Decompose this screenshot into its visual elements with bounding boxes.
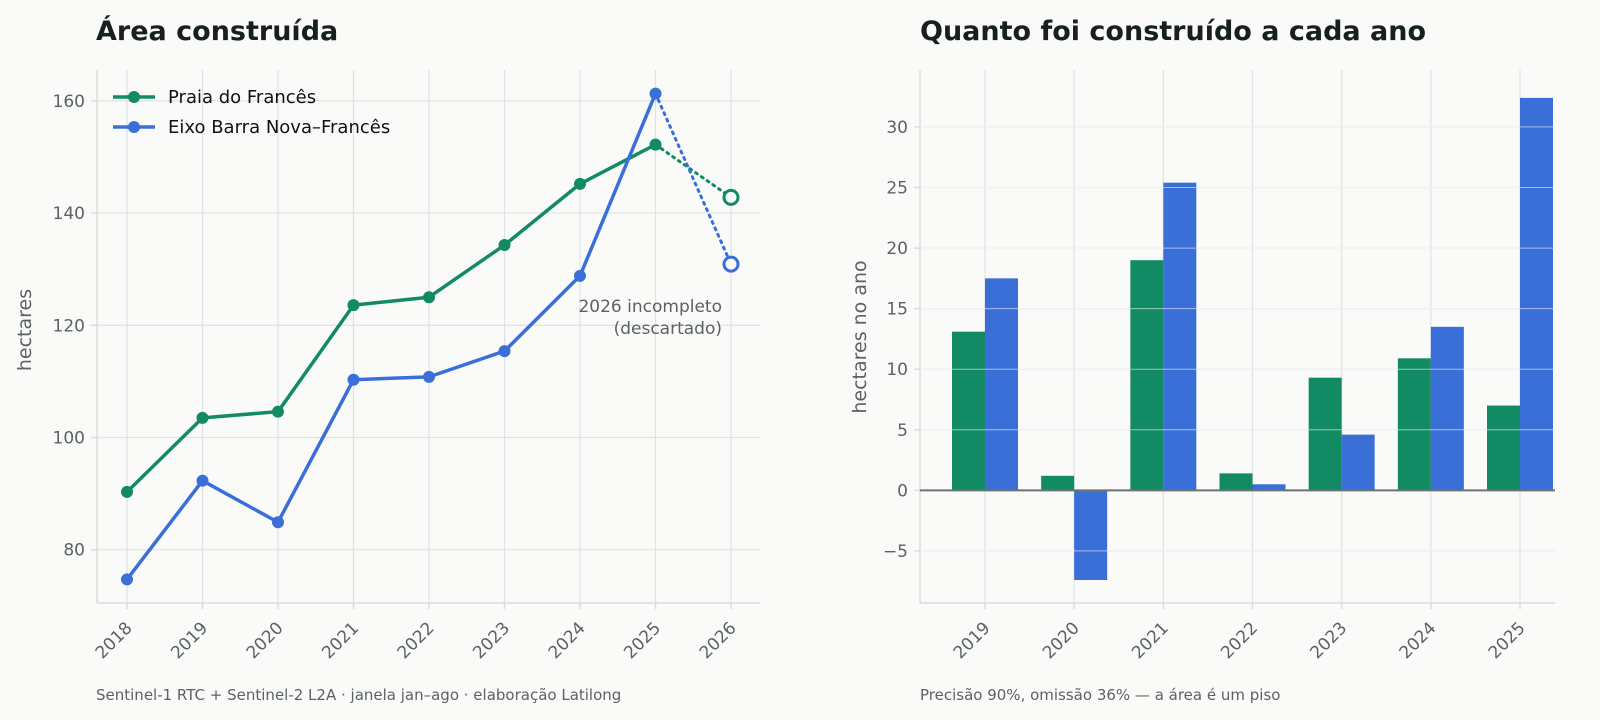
y-tick-label: 120 — [53, 316, 85, 336]
bar — [1074, 490, 1108, 580]
bar-chart-y-label: hectares no ano — [849, 260, 871, 413]
x-tick-label: 2025 — [620, 618, 665, 663]
y-tick-label: 0 — [897, 481, 908, 501]
legend-label: Praia do Francês — [168, 87, 316, 108]
data-point — [272, 516, 284, 529]
incomplete-note-line2: (descartado) — [614, 319, 722, 339]
data-point — [347, 373, 360, 386]
x-tick-label: 2019 — [950, 618, 995, 663]
bar — [1130, 260, 1164, 491]
y-tick-label: 160 — [53, 92, 85, 112]
bar — [1341, 434, 1375, 491]
data-point — [347, 299, 360, 312]
data-point — [498, 239, 511, 252]
bar — [1308, 377, 1342, 491]
data-point — [574, 269, 586, 282]
x-tick-label: 2026 — [696, 618, 741, 663]
bar — [1252, 484, 1286, 491]
bar-chart-grid-overlay — [920, 126, 1555, 552]
y-tick-label: 10 — [886, 360, 908, 380]
legend-marker — [128, 121, 140, 133]
x-tick-label: 2019 — [167, 618, 212, 663]
line-chart-legend: Praia do Francês Eixo Barra Nova–Francês — [113, 87, 390, 138]
line-chart-y-ticks: 80 100 120 140 160 — [53, 92, 97, 561]
line-chart-y-label: hectares — [14, 289, 36, 371]
data-point — [196, 411, 209, 424]
line-chart-footer: Sentinel-1 RTC + Sentinel-2 L2A · janela… — [96, 686, 621, 704]
y-tick-label: 25 — [886, 179, 908, 199]
data-point — [498, 345, 511, 358]
data-point — [423, 370, 435, 383]
x-tick-label: 2021 — [318, 618, 363, 663]
y-tick-label: 30 — [886, 118, 908, 138]
x-tick-label: 2018 — [92, 618, 137, 663]
data-point — [649, 138, 662, 151]
series-incomplete-segment — [654, 143, 733, 199]
bar — [1163, 182, 1197, 491]
x-tick-label: 2023 — [1306, 618, 1351, 663]
bar — [952, 331, 985, 491]
x-tick-label: 2020 — [1039, 618, 1084, 663]
data-point — [272, 405, 284, 418]
legend-marker — [128, 91, 140, 103]
bar — [1041, 475, 1075, 491]
data-point — [196, 474, 209, 487]
x-tick-label: 2025 — [1485, 618, 1530, 663]
bar — [1397, 358, 1431, 491]
bar-chart-y-ticks: −5 0 5 10 15 20 25 30 — [883, 118, 920, 562]
bar — [1219, 473, 1253, 491]
y-tick-label: 20 — [886, 239, 908, 259]
bar-chart-x-ticks: 2019 2020 2021 2022 2023 2024 2025 — [950, 603, 1530, 663]
bar — [1430, 326, 1464, 491]
x-tick-label: 2024 — [545, 618, 590, 663]
data-point — [649, 87, 662, 100]
data-point — [423, 291, 435, 304]
bar — [1487, 405, 1520, 491]
y-tick-label: 80 — [63, 541, 85, 561]
line-chart-x-ticks: 2018 2019 2020 2021 2022 2023 2024 2025 2026 — [92, 603, 741, 663]
data-point — [574, 177, 586, 190]
bar — [985, 278, 1018, 491]
bar-chart-bars — [952, 97, 1553, 580]
y-tick-label: 15 — [886, 300, 908, 320]
data-point — [121, 573, 133, 586]
line-chart-series — [121, 87, 740, 586]
line-chart-gridlines — [97, 70, 760, 603]
bar-chart-footer: Precisão 90%, omissão 36% — a área é um … — [920, 686, 1280, 704]
series-line — [125, 92, 658, 581]
incomplete-note-line1: 2026 incompleto — [578, 297, 722, 317]
series-line — [125, 143, 657, 494]
data-point-incomplete — [722, 255, 740, 273]
x-tick-label: 2021 — [1128, 618, 1173, 663]
y-tick-label: 100 — [53, 428, 85, 448]
legend-label: Eixo Barra Nova–Francês — [168, 117, 390, 138]
x-tick-label: 2023 — [469, 618, 514, 663]
x-tick-label: 2022 — [394, 618, 439, 663]
bar — [1520, 97, 1553, 491]
y-tick-label: 5 — [897, 421, 908, 441]
bar-chart: Quanto foi construído a cada ano −5 0 5 10 1… — [849, 16, 1555, 704]
bar-chart-title: Quanto foi construído a cada ano — [920, 16, 1426, 47]
data-point-incomplete — [722, 188, 740, 206]
bar-chart-axes — [919, 70, 1555, 604]
line-chart-title: Área construída — [96, 15, 338, 47]
y-tick-label: −5 — [883, 542, 908, 562]
x-tick-label: 2024 — [1396, 618, 1441, 663]
y-tick-label: 140 — [53, 204, 85, 224]
data-point — [121, 485, 133, 498]
x-tick-label: 2022 — [1217, 618, 1262, 663]
series-incomplete-segment — [654, 92, 733, 266]
x-tick-label: 2020 — [243, 618, 288, 663]
